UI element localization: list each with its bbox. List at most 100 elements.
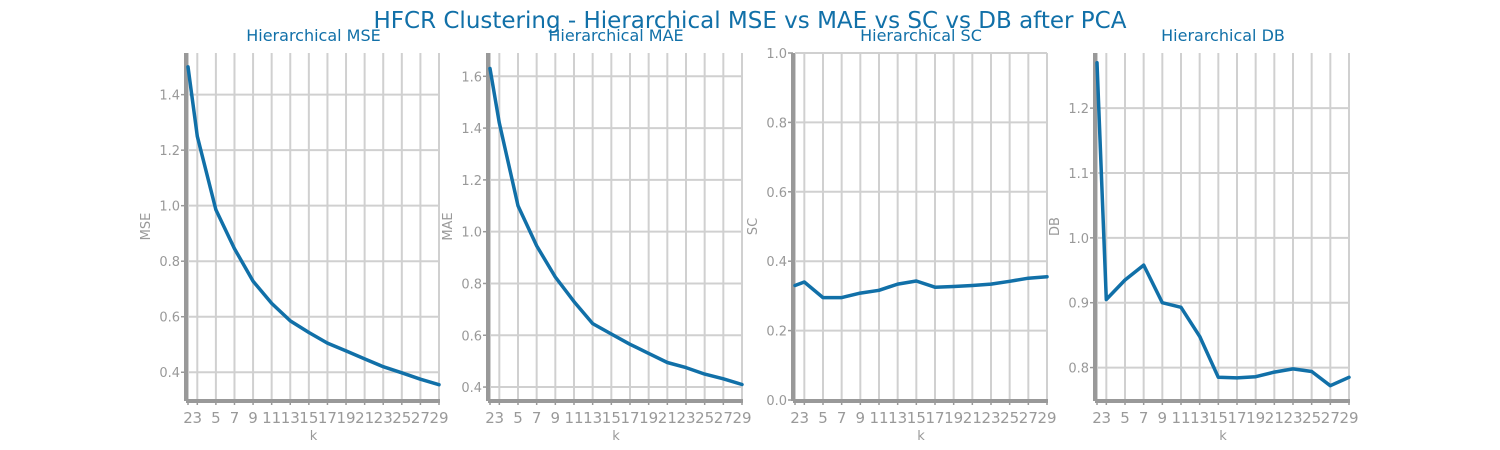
sc-data-point [859,292,862,295]
db-data-point [1217,376,1220,379]
mse-data-point [345,349,348,352]
db-x-tick-label: 5 [1120,409,1130,427]
db-data-point [1124,279,1127,282]
mse-x-tick-label: 15 [299,409,318,427]
mse-data-point [252,280,255,283]
db-panel-title: Hierarchical DB [1161,26,1285,45]
db-data-point [1254,375,1257,378]
mae-data-point [685,366,688,369]
sc-y-tick-label: 0.8 [766,116,787,131]
db-x-tick-label: 23 [1283,409,1302,427]
mse-panel-title: Hierarchical MSE [246,26,381,45]
mse-x-tick-label: 19 [336,409,355,427]
sc-x-tick-label: 25 [1000,409,1019,427]
mae-x-tick-label: 3 [495,409,505,427]
sc-x-axis-label: k [917,429,925,444]
db-x-tick-label: 3 [1102,409,1112,427]
db-series-line [1095,60,1351,388]
mse-data-point [289,319,292,322]
mae-y-tick-label: 1.4 [461,122,482,137]
db-x-tick-label: 9 [1158,409,1168,427]
mae-data-point [489,67,492,70]
mae-x-tick-label: 21 [658,409,677,427]
sc-y-tick-label: 0.0 [766,394,787,409]
mse-y-tick-label: 1.2 [159,144,180,159]
mse-data-point [438,383,441,386]
sc-data-point [990,283,993,286]
sc-panel-title: Hierarchical SC [860,26,982,45]
sc-data-point [803,281,806,284]
mae-y-tick-label: 1.2 [461,174,482,189]
db-data-point [1273,371,1276,374]
db-y-tick-label: 1.2 [1068,102,1089,117]
mse-data-point [400,371,403,374]
mae-x-tick-label: 13 [583,409,602,427]
figure-title: HFCR Clustering - Hierarchical MSE vs MA… [374,8,1127,34]
sc-x-tick-label: 29 [1037,409,1056,427]
db-data-point [1142,264,1145,267]
mse-y-axis-label: MSE [139,213,154,241]
db-y-tick-label: 0.9 [1068,297,1089,312]
db-x-tick-label: 13 [1190,409,1209,427]
mae-x-tick-label: 11 [564,409,583,427]
db-data-point [1310,370,1313,373]
sc-x-tick-label: 21 [963,409,982,427]
mae-data-point [741,383,744,386]
mae-x-tick-label: 2 [485,409,495,427]
mae-data-point [535,244,538,247]
sc-x-tick-label: 7 [837,409,847,427]
mse-y-tick-label: 0.6 [159,311,180,326]
mae-data-point [554,275,557,278]
mse-x-tick-label: 2 [183,409,193,427]
sc-x-tick-label: 5 [818,409,828,427]
panel-mse: 0.40.60.81.01.21.42 3 5 7 9 11 13 15 17 19 21 23 25 2… [139,26,449,444]
panel-mae: 0.40.60.81.01.21.41.62 3 5 7 9 11 13 15 17 19 21 23… [441,26,752,444]
mae-data-point [722,377,725,380]
sc-data-point [840,296,843,299]
db-x-tick-label: 11 [1171,409,1190,427]
mae-data-point [517,204,520,207]
db-x-tick-label: 19 [1246,409,1265,427]
mse-x-tick-label: 7 [230,409,240,427]
mse-x-tick-label: 29 [429,409,448,427]
mae-series-line [488,66,744,387]
mae-panel-title: Hierarchical MAE [548,26,683,45]
sc-data-point [971,284,974,287]
mae-x-axis-label: k [612,429,620,444]
db-y-tick-label: 1.0 [1068,232,1089,247]
db-x-tick-label: 29 [1339,409,1358,427]
db-data-point [1329,384,1332,387]
mse-x-tick-label: 11 [262,409,281,427]
mse-x-tick-label: 17 [318,409,337,427]
mae-y-tick-label: 0.4 [461,381,482,396]
mae-x-tick-label: 5 [513,409,523,427]
db-x-tick-label: 7 [1139,409,1149,427]
db-x-tick-label: 21 [1265,409,1284,427]
sc-y-tick-label: 1.0 [766,47,787,62]
panel-db: 0.80.91.01.11.22 3 5 7 9 11 13 15 17 19 21 23 25 27 29… [1048,26,1359,444]
mae-data-point [703,373,706,376]
db-data-point [1096,61,1099,64]
mse-x-tick-label: 5 [211,409,221,427]
db-y-tick-label: 1.1 [1068,167,1089,182]
mse-x-tick-label: 21 [355,409,374,427]
sc-x-tick-label: 2 [790,409,800,427]
panel-sc: 0.00.20.40.60.81.02 3 5 7 9 11 13 15 17 19 21 23 25 2… [746,26,1057,444]
sc-data-point [1027,277,1030,280]
mse-x-tick-label: 25 [392,409,411,427]
db-data-point [1236,376,1239,379]
mae-x-tick-label: 25 [695,409,714,427]
mae-x-tick-label: 27 [714,409,733,427]
db-data-point [1292,367,1295,370]
sc-y-tick-label: 0.6 [766,186,787,201]
mae-x-tick-label: 19 [639,409,658,427]
sc-data-point [952,285,955,288]
mse-x-tick-label: 13 [281,409,300,427]
sc-x-tick-label: 9 [856,409,866,427]
sc-x-tick-label: 23 [981,409,1000,427]
mae-data-point [498,121,501,124]
mse-data-point [419,378,422,381]
mse-data-point [363,357,366,360]
mse-data-point [326,342,329,345]
sc-series-line [793,275,1049,300]
